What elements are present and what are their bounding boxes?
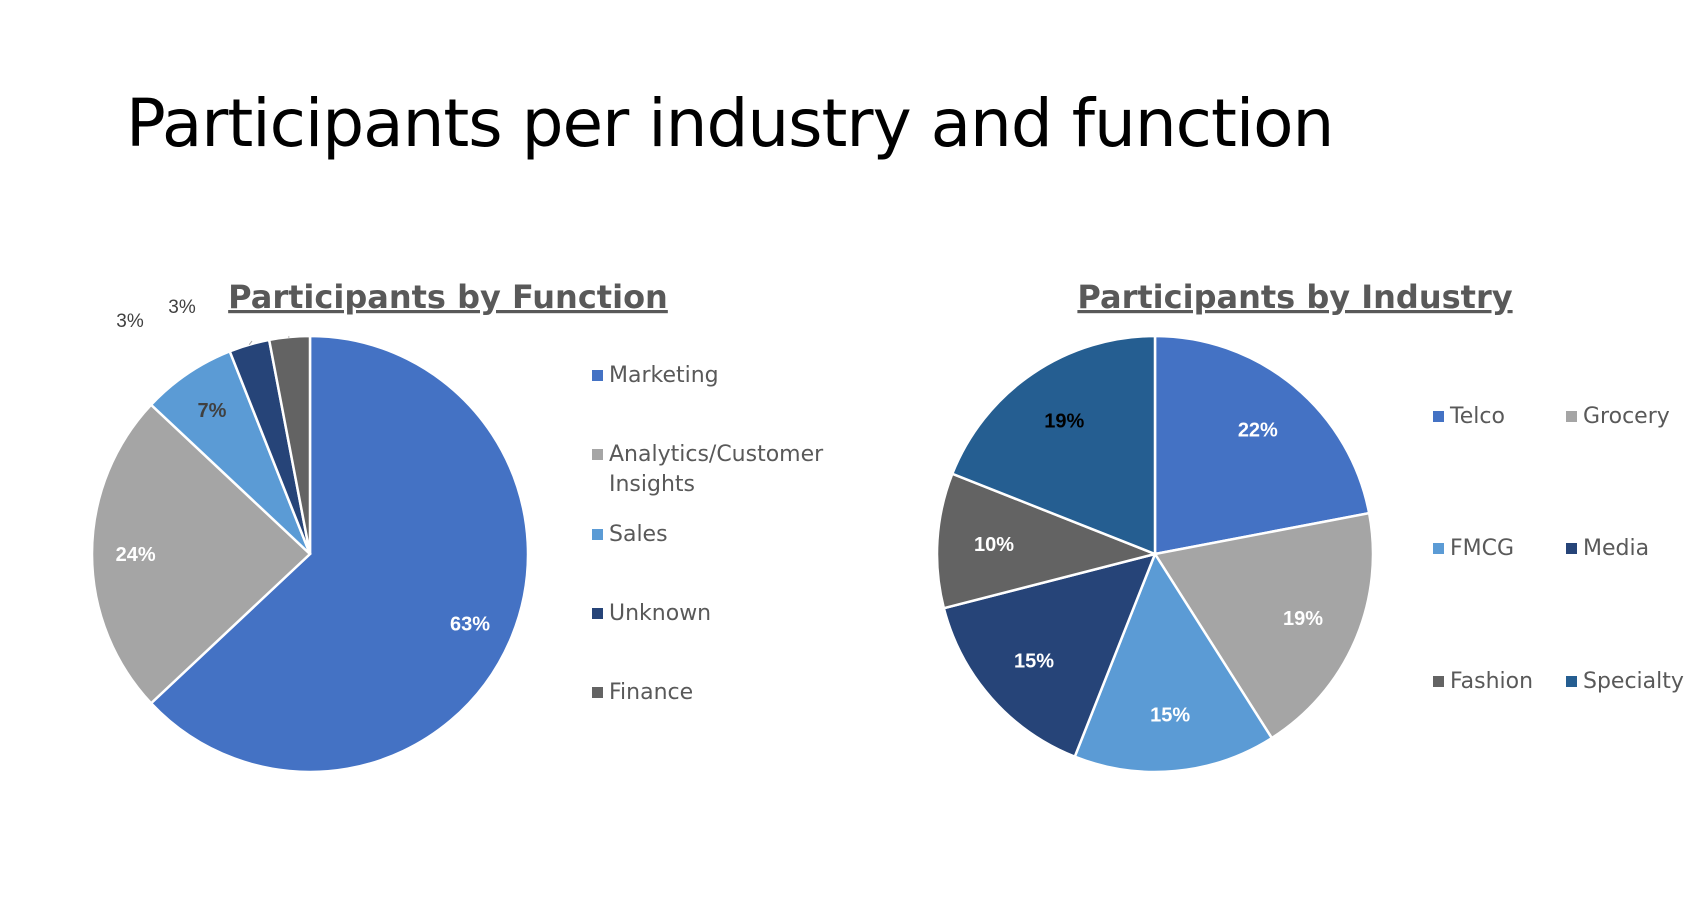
data-label-unknown: 3% bbox=[116, 311, 144, 332]
industry-pie-chart: Participants by Industry 22% 19% 15% 15% 10% 1… bbox=[935, 278, 1684, 774]
data-label-finance: 3% bbox=[168, 297, 196, 318]
legend-swatch bbox=[592, 449, 603, 460]
legend-label: Marketing bbox=[609, 363, 719, 388]
page-title: Participants per industry and function bbox=[126, 85, 1334, 162]
legend-swatch bbox=[1566, 411, 1577, 422]
legend-label: Insights bbox=[609, 472, 695, 497]
legend-item-marketing: Marketing bbox=[592, 363, 719, 388]
pie-slice-specialty bbox=[950, 334, 1157, 556]
legend-item-media: Media bbox=[1566, 536, 1649, 561]
legend-item-finance: Finance bbox=[592, 680, 693, 705]
legend-swatch bbox=[592, 529, 603, 540]
legend-item-analytics-customer-insights: Analytics/Customer Insights bbox=[592, 442, 824, 497]
data-label-sales: 7% bbox=[198, 400, 227, 422]
pie-slice-finance bbox=[267, 334, 312, 555]
leader-line bbox=[248, 340, 253, 345]
legend-item-telco: Telco bbox=[1433, 404, 1505, 429]
legend-swatch bbox=[1566, 676, 1577, 687]
legend-swatch bbox=[1433, 411, 1444, 422]
legend-item-grocery: Grocery bbox=[1566, 404, 1670, 429]
chart-title: Participants by Industry bbox=[1077, 278, 1512, 316]
legend-swatch bbox=[1433, 543, 1444, 554]
pie-slice-analytics-customer-insights bbox=[90, 403, 312, 705]
pie-slice-marketing bbox=[149, 334, 530, 774]
data-label-specialty: 19% bbox=[1044, 411, 1084, 433]
legend-swatch bbox=[1433, 676, 1444, 687]
legend-swatch bbox=[592, 608, 603, 619]
legend-label: Specialty bbox=[1583, 669, 1684, 694]
legend-item-unknown: Unknown bbox=[592, 601, 711, 626]
pie-slice-fashion bbox=[935, 472, 1160, 610]
legend-label: FMCG bbox=[1450, 536, 1514, 561]
data-label-marketing: 63% bbox=[450, 613, 490, 635]
chart-title: Participants by Function bbox=[228, 278, 668, 316]
legend-label: Sales bbox=[609, 522, 668, 547]
legend-item-fmcg: FMCG bbox=[1433, 536, 1514, 561]
legend-label: Fashion bbox=[1450, 669, 1533, 694]
legend-label: Telco bbox=[1449, 404, 1505, 429]
legend-swatch bbox=[592, 370, 603, 381]
pie-slice-media bbox=[942, 552, 1158, 759]
data-label-grocery: 19% bbox=[1283, 608, 1323, 630]
legend-label: Grocery bbox=[1583, 404, 1670, 429]
data-label-fmcg: 15% bbox=[1150, 705, 1190, 727]
pie-slice-telco bbox=[1153, 334, 1371, 556]
legend-item-fashion: Fashion bbox=[1433, 669, 1533, 694]
function-pie-chart: Participants by Function 63% 24% 7% 3% 3% Mark… bbox=[90, 278, 824, 774]
legend-label: Analytics/Customer bbox=[609, 442, 824, 467]
legend-swatch bbox=[1566, 543, 1577, 554]
legend-label: Finance bbox=[609, 680, 693, 705]
data-label-media: 15% bbox=[1014, 651, 1054, 673]
legend-item-specialty: Specialty bbox=[1566, 669, 1684, 694]
legend-swatch bbox=[592, 687, 603, 698]
pie-slice-fmcg bbox=[1073, 551, 1274, 774]
pie-slice-grocery bbox=[1152, 511, 1375, 740]
data-label-telco: 22% bbox=[1238, 420, 1278, 442]
data-label-fashion: 10% bbox=[974, 534, 1014, 556]
data-label-analytics-customer-insights: 24% bbox=[116, 544, 156, 566]
legend-label: Media bbox=[1583, 536, 1649, 561]
legend-item-sales: Sales bbox=[592, 522, 668, 547]
legend-label: Unknown bbox=[609, 601, 711, 626]
